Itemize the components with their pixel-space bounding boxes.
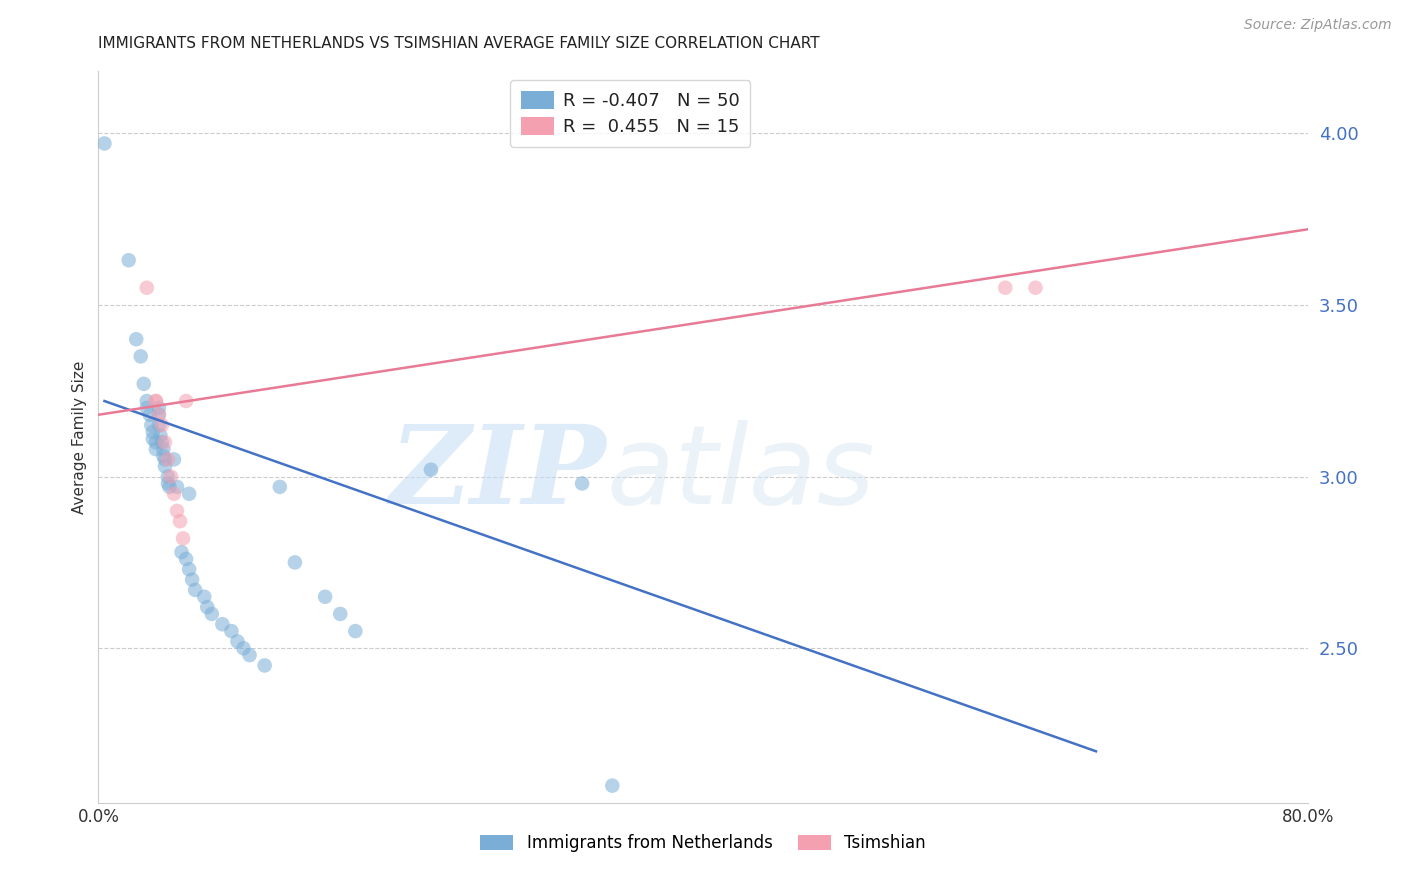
Point bbox=[179, 487, 201, 501]
Point bbox=[135, 281, 157, 295]
Point bbox=[156, 452, 179, 467]
Point bbox=[145, 435, 167, 450]
Point bbox=[93, 136, 115, 151]
Point bbox=[145, 442, 167, 456]
Point bbox=[181, 573, 204, 587]
Point bbox=[135, 394, 157, 409]
Point bbox=[153, 452, 176, 467]
Point bbox=[163, 452, 186, 467]
Text: ZIP: ZIP bbox=[389, 420, 606, 527]
Point bbox=[226, 634, 249, 648]
Point bbox=[221, 624, 243, 639]
Legend: Immigrants from Netherlands, Tsimshian: Immigrants from Netherlands, Tsimshian bbox=[472, 826, 934, 860]
Point bbox=[193, 590, 215, 604]
Point bbox=[571, 476, 593, 491]
Point bbox=[132, 376, 155, 391]
Text: atlas: atlas bbox=[606, 420, 875, 527]
Point bbox=[253, 658, 276, 673]
Point bbox=[150, 435, 173, 450]
Point bbox=[160, 469, 183, 483]
Point bbox=[169, 514, 191, 528]
Point bbox=[174, 394, 197, 409]
Point bbox=[152, 449, 174, 463]
Point bbox=[314, 590, 336, 604]
Point bbox=[148, 408, 170, 422]
Point bbox=[153, 435, 176, 450]
Point bbox=[170, 545, 193, 559]
Text: IMMIGRANTS FROM NETHERLANDS VS TSIMSHIAN AVERAGE FAMILY SIZE CORRELATION CHART: IMMIGRANTS FROM NETHERLANDS VS TSIMSHIAN… bbox=[98, 36, 820, 51]
Point bbox=[153, 459, 176, 474]
Point bbox=[156, 476, 179, 491]
Point bbox=[166, 480, 188, 494]
Point bbox=[994, 281, 1017, 295]
Point bbox=[118, 253, 141, 268]
Point bbox=[129, 350, 152, 364]
Point bbox=[195, 600, 218, 615]
Y-axis label: Average Family Size: Average Family Size bbox=[72, 360, 87, 514]
Point bbox=[184, 582, 207, 597]
Point bbox=[145, 394, 167, 409]
Point bbox=[148, 401, 170, 415]
Point bbox=[232, 641, 254, 656]
Point bbox=[141, 418, 163, 433]
Point bbox=[152, 442, 174, 456]
Point bbox=[159, 480, 181, 494]
Point bbox=[284, 556, 307, 570]
Point bbox=[139, 408, 162, 422]
Point bbox=[201, 607, 224, 621]
Point bbox=[239, 648, 262, 662]
Point bbox=[344, 624, 367, 639]
Point bbox=[142, 432, 165, 446]
Point bbox=[125, 332, 148, 346]
Point bbox=[166, 504, 188, 518]
Point bbox=[174, 552, 197, 566]
Point bbox=[142, 425, 165, 439]
Point bbox=[145, 394, 167, 409]
Point bbox=[148, 408, 170, 422]
Point bbox=[329, 607, 352, 621]
Point bbox=[179, 562, 201, 576]
Point bbox=[1024, 281, 1046, 295]
Point bbox=[156, 469, 179, 483]
Text: Source: ZipAtlas.com: Source: ZipAtlas.com bbox=[1244, 18, 1392, 32]
Point bbox=[135, 401, 157, 415]
Point bbox=[148, 418, 170, 433]
Point bbox=[269, 480, 291, 494]
Point bbox=[420, 463, 443, 477]
Point bbox=[163, 487, 186, 501]
Point bbox=[149, 428, 172, 442]
Point bbox=[602, 779, 624, 793]
Point bbox=[211, 617, 233, 632]
Point bbox=[150, 418, 173, 433]
Point bbox=[172, 532, 194, 546]
